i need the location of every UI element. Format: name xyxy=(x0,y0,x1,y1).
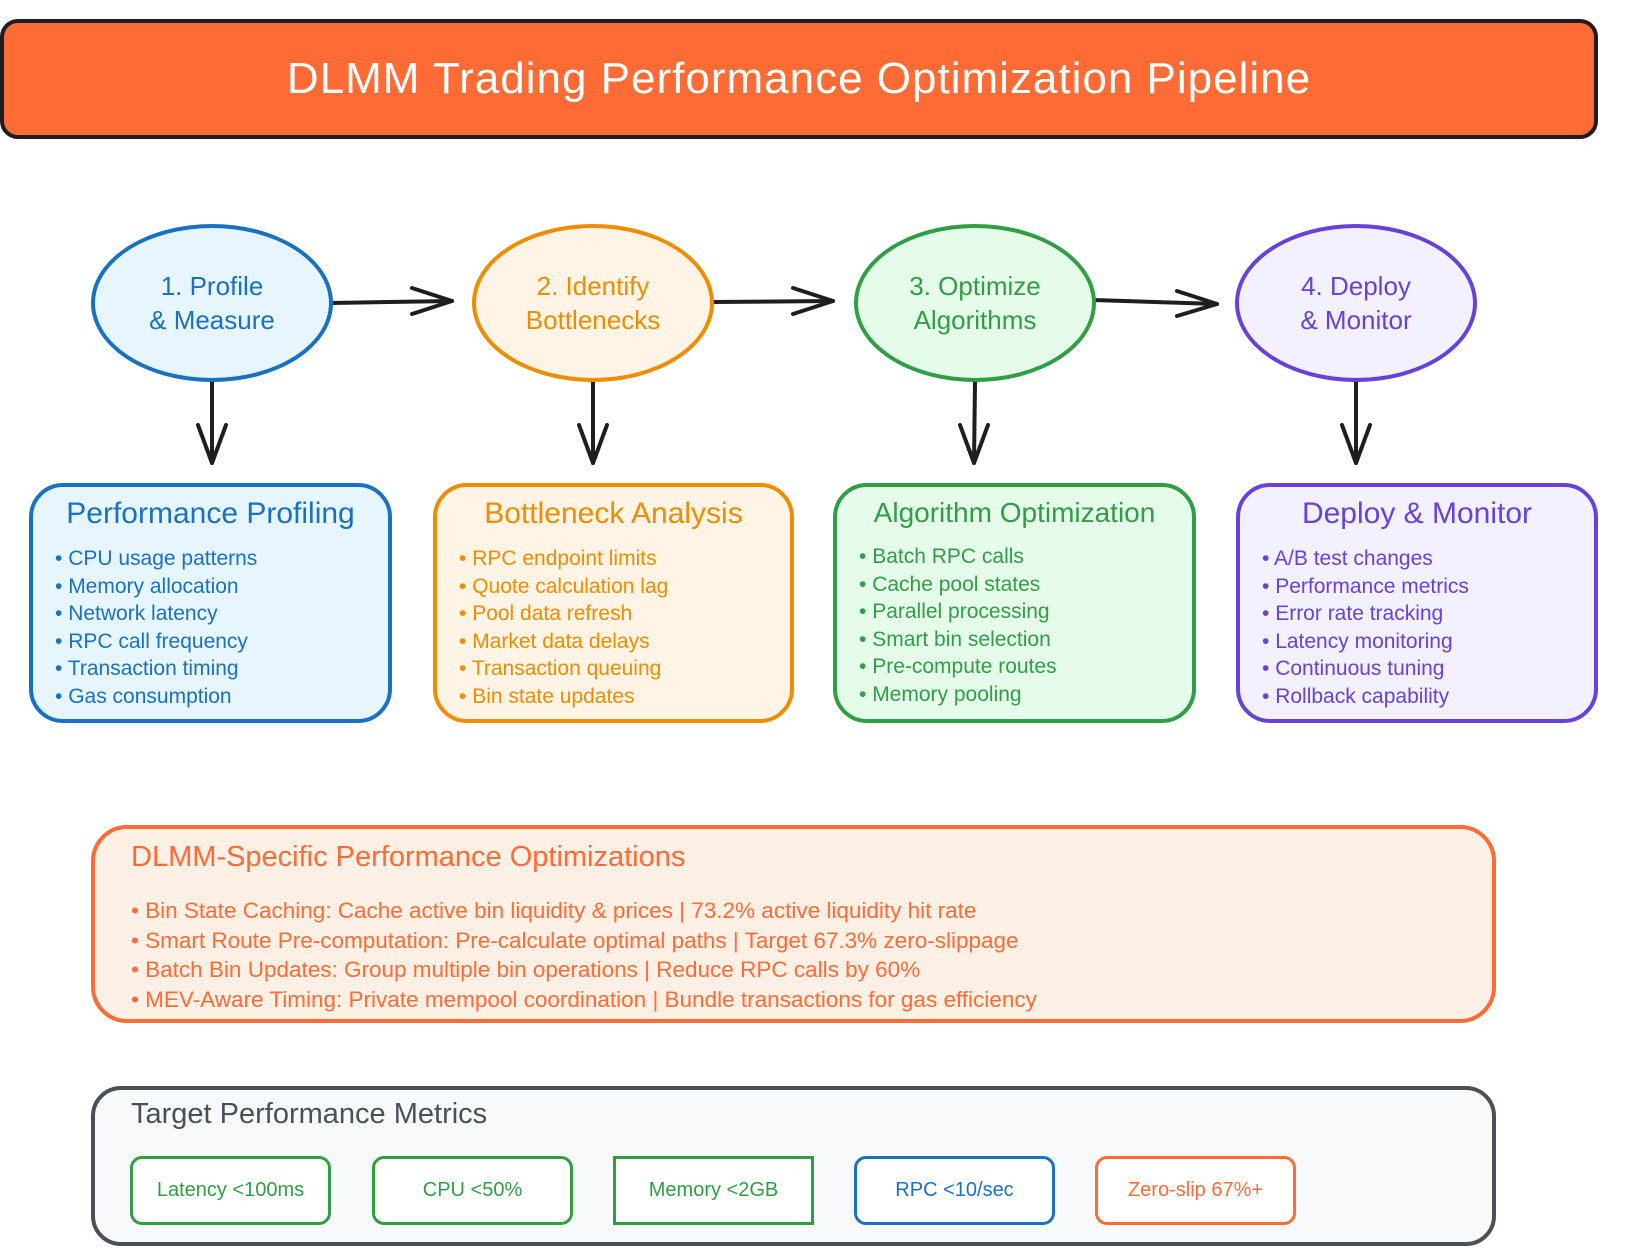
metric-rpc: RPC <10/sec xyxy=(854,1156,1055,1225)
list-item: Rollback capability xyxy=(1258,683,1576,711)
arrow-step1-down xyxy=(196,380,228,465)
list-item: Error rate tracking xyxy=(1258,600,1576,628)
list-item: Market data delays xyxy=(455,628,772,656)
card-title: Bottleneck Analysis xyxy=(484,497,743,530)
step-label: 1. Profile & Measure xyxy=(149,271,275,335)
arrow-step1-to-step2 xyxy=(329,286,454,316)
dlmm-optimizations-panel: DLMM-Specific Performance Optimizations … xyxy=(91,825,1496,1023)
arrow-step3-to-step4 xyxy=(1091,289,1219,318)
arrow-step3-down xyxy=(958,380,990,465)
step-profile-measure: 1. Profile & Measure xyxy=(91,224,333,382)
page-title: DLMM Trading Performance Optimization Pi… xyxy=(286,54,1312,103)
card-performance-profiling: Performance Profiling CPU usage patterns… xyxy=(29,483,392,723)
step-label: 3. Optimize Algorithms xyxy=(909,271,1041,335)
metric-label: RPC <10/sec xyxy=(895,1179,1014,1201)
list-item: MEV-Aware Timing: Private mempool coordi… xyxy=(131,985,1456,1015)
step-optimize-algorithms: 3. Optimize Algorithms xyxy=(854,224,1096,382)
list-item: Pre-compute routes xyxy=(855,653,1174,681)
list-item: Batch Bin Updates: Group multiple bin op… xyxy=(131,955,1456,985)
list-item: RPC call frequency xyxy=(51,628,370,656)
card-title: Deploy & Monitor xyxy=(1301,497,1533,530)
step-label: 4. Deploy & Monitor xyxy=(1300,271,1412,335)
list-item: Performance metrics xyxy=(1258,573,1576,601)
list-item: Network latency xyxy=(51,600,370,628)
list-item: CPU usage patterns xyxy=(51,545,370,573)
metric-zero-slip: Zero-slip 67%+ xyxy=(1095,1156,1296,1225)
list-item: Latency monitoring xyxy=(1258,628,1576,656)
list-item: RPC endpoint limits xyxy=(455,545,772,573)
metric-label: CPU <50% xyxy=(422,1179,523,1201)
step-identify-bottlenecks: 2. Identify Bottlenecks xyxy=(472,224,714,382)
list-item: Cache pool states xyxy=(855,571,1174,599)
list-item: Transaction timing xyxy=(51,655,370,683)
step-deploy-monitor: 4. Deploy & Monitor xyxy=(1235,224,1477,382)
list-item: Bin state updates xyxy=(455,683,772,711)
metric-label: Memory <2GB xyxy=(648,1179,779,1201)
list-item: Smart bin selection xyxy=(855,626,1174,654)
list-item: Transaction queuing xyxy=(455,655,772,683)
panel-title: Target Performance Metrics xyxy=(131,1098,488,1130)
list-item: Quote calculation lag xyxy=(455,573,772,601)
arrow-step2-to-step3 xyxy=(710,286,835,316)
list-item: Pool data refresh xyxy=(455,600,772,628)
title-banner: DLMM Trading Performance Optimization Pi… xyxy=(0,19,1598,139)
card-title: Performance Profiling xyxy=(66,497,355,530)
panel-title: DLMM-Specific Performance Optimizations xyxy=(131,841,686,873)
list-item: Batch RPC calls xyxy=(855,543,1174,571)
list-item: Memory pooling xyxy=(855,681,1174,709)
list-item: Bin State Caching: Cache active bin liqu… xyxy=(131,896,1456,926)
list-item: A/B test changes xyxy=(1258,545,1576,573)
list-item: Smart Route Pre-computation: Pre-calcula… xyxy=(131,926,1456,956)
metric-latency: Latency <100ms xyxy=(130,1156,331,1225)
list-item: Continuous tuning xyxy=(1258,655,1576,683)
step-label: 2. Identify Bottlenecks xyxy=(525,271,661,335)
metric-memory: Memory <2GB xyxy=(613,1156,814,1225)
card-bottleneck-analysis: Bottleneck Analysis RPC endpoint limits … xyxy=(433,483,794,723)
arrow-step2-down xyxy=(577,380,609,465)
card-title: Algorithm Optimization xyxy=(873,497,1156,528)
card-algorithm-optimization: Algorithm Optimization Batch RPC calls C… xyxy=(833,483,1196,723)
metric-cpu: CPU <50% xyxy=(372,1156,573,1225)
list-item: Gas consumption xyxy=(51,683,370,711)
card-deploy-monitor: Deploy & Monitor A/B test changes Perfor… xyxy=(1236,483,1598,723)
metric-label: Latency <100ms xyxy=(156,1179,305,1201)
list-item: Parallel processing xyxy=(855,598,1174,626)
metric-label: Zero-slip 67%+ xyxy=(1127,1179,1264,1201)
arrow-step4-down xyxy=(1340,380,1372,465)
list-item: Memory allocation xyxy=(51,573,370,601)
